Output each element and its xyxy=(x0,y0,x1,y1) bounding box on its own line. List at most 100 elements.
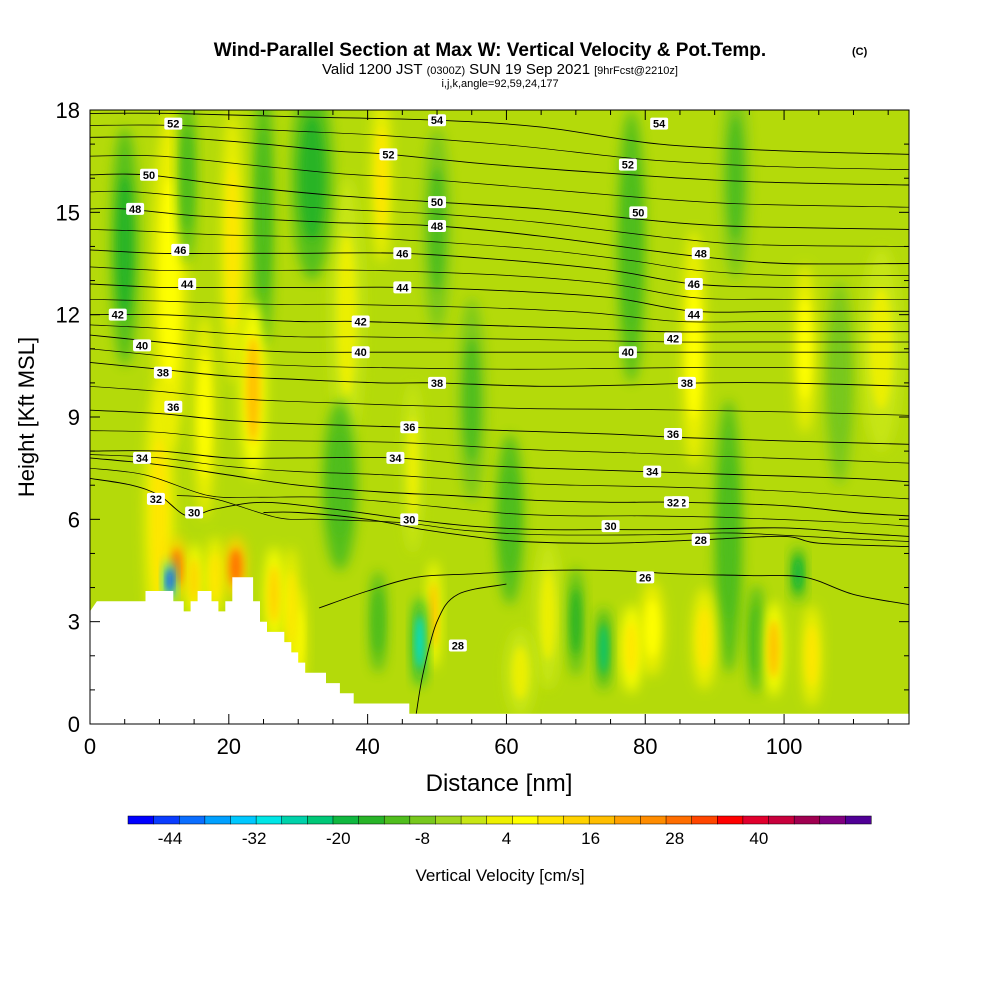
svg-text:48: 48 xyxy=(129,204,141,216)
downdraft-cell xyxy=(412,597,427,687)
downdraft-cell xyxy=(596,608,611,690)
theta-label: 36 xyxy=(664,428,683,441)
x-tick-label: 0 xyxy=(84,734,96,759)
theta-label: 42 xyxy=(108,308,127,322)
theta-label: 30 xyxy=(185,506,204,520)
colorbar-swatch xyxy=(588,815,616,825)
theta-label: 34 xyxy=(133,451,152,465)
svg-text:48: 48 xyxy=(695,248,707,260)
theta-labels: 28 30 32 34 36 38 40 42 44 46 48 50 52 54 52 50 48 46 44 42… xyxy=(108,114,710,653)
svg-text:40: 40 xyxy=(136,340,148,352)
theta-label: 34 xyxy=(386,451,405,465)
svg-text:32: 32 xyxy=(667,497,679,509)
theta-contour-52 xyxy=(90,136,909,186)
theta-label: 44 xyxy=(684,308,703,322)
svg-text:40: 40 xyxy=(622,347,634,359)
svg-text:38: 38 xyxy=(681,378,693,390)
downdraft-cell xyxy=(496,434,524,605)
theta-label: 32 xyxy=(664,496,683,509)
colorbar-swatch xyxy=(717,815,744,825)
theta-label: 40 xyxy=(351,346,370,359)
x-tick-label: 20 xyxy=(217,734,241,759)
colorbar-swatch xyxy=(614,815,641,825)
theta-contour-minor xyxy=(90,324,909,343)
theta-label: 46 xyxy=(684,277,703,291)
theta-contour-minor xyxy=(176,495,909,542)
downdraft-cell xyxy=(457,297,486,503)
colorbar-swatch xyxy=(768,815,795,825)
theta-label: 40 xyxy=(133,339,152,352)
updraft-cell xyxy=(329,178,365,452)
colorbar-tick-label: -8 xyxy=(415,829,430,848)
svg-text:50: 50 xyxy=(431,197,443,209)
colorbar-swatch xyxy=(512,815,539,825)
theta-contour-30 xyxy=(90,477,909,537)
colorbar-swatch xyxy=(307,815,334,825)
theta-contour-32 xyxy=(90,457,909,517)
theta-contour-50 xyxy=(90,173,909,230)
theta-label: 48 xyxy=(126,202,145,216)
colorbar-swatch xyxy=(127,815,155,825)
x-tick-label: 60 xyxy=(494,734,518,759)
theta-contour-48 xyxy=(90,207,909,265)
svg-text:34: 34 xyxy=(389,453,402,465)
downdraft-cell xyxy=(178,110,197,264)
theta-contour-38 xyxy=(90,361,909,387)
svg-text:52: 52 xyxy=(382,149,394,161)
downdraft-cell xyxy=(164,560,176,602)
theta-label: 52 xyxy=(164,117,183,131)
theta-contour-minor xyxy=(90,385,909,416)
downdraft-cell xyxy=(721,110,750,281)
updraft-cell xyxy=(793,263,816,435)
theta-contour-28 xyxy=(263,511,909,548)
svg-text:42: 42 xyxy=(667,334,679,346)
terrain-mask xyxy=(90,577,909,724)
downdraft-cell xyxy=(791,546,805,602)
svg-text:34: 34 xyxy=(646,467,659,479)
theta-label: 54 xyxy=(428,114,447,127)
colorbar-tick-label: 28 xyxy=(665,829,684,848)
svg-text:28: 28 xyxy=(452,641,464,653)
theta-contour-minor xyxy=(90,430,909,464)
svg-text:38: 38 xyxy=(157,368,169,380)
svg-text:36: 36 xyxy=(667,429,679,441)
theta-label: 50 xyxy=(629,206,648,219)
colorbar-swatch xyxy=(665,815,693,825)
colorbar-swatch xyxy=(563,815,590,825)
updraft-cell xyxy=(860,246,903,452)
colorbar-swatch xyxy=(230,815,257,825)
theta-label: 38 xyxy=(677,376,696,390)
theta-contour-36 xyxy=(90,409,909,445)
colorbar-swatch xyxy=(742,815,770,825)
theta-contour-minor xyxy=(90,454,909,500)
colorbar-swatch xyxy=(153,815,180,825)
plot-area: 28 30 32 34 36 38 40 42 44 46 48 50 52 54 52 50 48 46 44 42… xyxy=(90,110,909,724)
svg-text:50: 50 xyxy=(143,170,155,182)
x-axis-label: Distance [nm] xyxy=(426,770,573,797)
svg-text:42: 42 xyxy=(112,310,124,322)
theta-contour-42 xyxy=(90,313,909,333)
svg-text:54: 54 xyxy=(653,119,666,131)
updraft-cell xyxy=(282,546,300,670)
theta-label: 30 xyxy=(601,520,620,533)
theta-label: 32 xyxy=(146,492,165,506)
svg-text:44: 44 xyxy=(181,279,194,291)
updraft-cell xyxy=(221,110,244,383)
svg-text:38: 38 xyxy=(431,378,443,390)
updraft-cell xyxy=(620,604,642,694)
theta-label: 46 xyxy=(393,247,412,260)
theta-label: 40 xyxy=(618,346,637,359)
svg-text:52: 52 xyxy=(167,119,179,131)
theta-label: 26 xyxy=(636,571,655,584)
svg-text:46: 46 xyxy=(174,245,186,257)
y-tick-label: 9 xyxy=(68,405,80,430)
colorbar-tick-label: 16 xyxy=(581,829,600,848)
chart-title: Wind-Parallel Section at Max W: Vertical… xyxy=(214,40,766,61)
colorbar-swatch xyxy=(537,815,565,825)
theta-contours xyxy=(90,112,909,714)
theta-label: 44 xyxy=(393,281,412,294)
svg-text:30: 30 xyxy=(604,521,616,533)
downdraft-cell xyxy=(369,570,388,673)
y-tick-label: 12 xyxy=(56,303,80,328)
svg-text:50: 50 xyxy=(632,207,644,219)
